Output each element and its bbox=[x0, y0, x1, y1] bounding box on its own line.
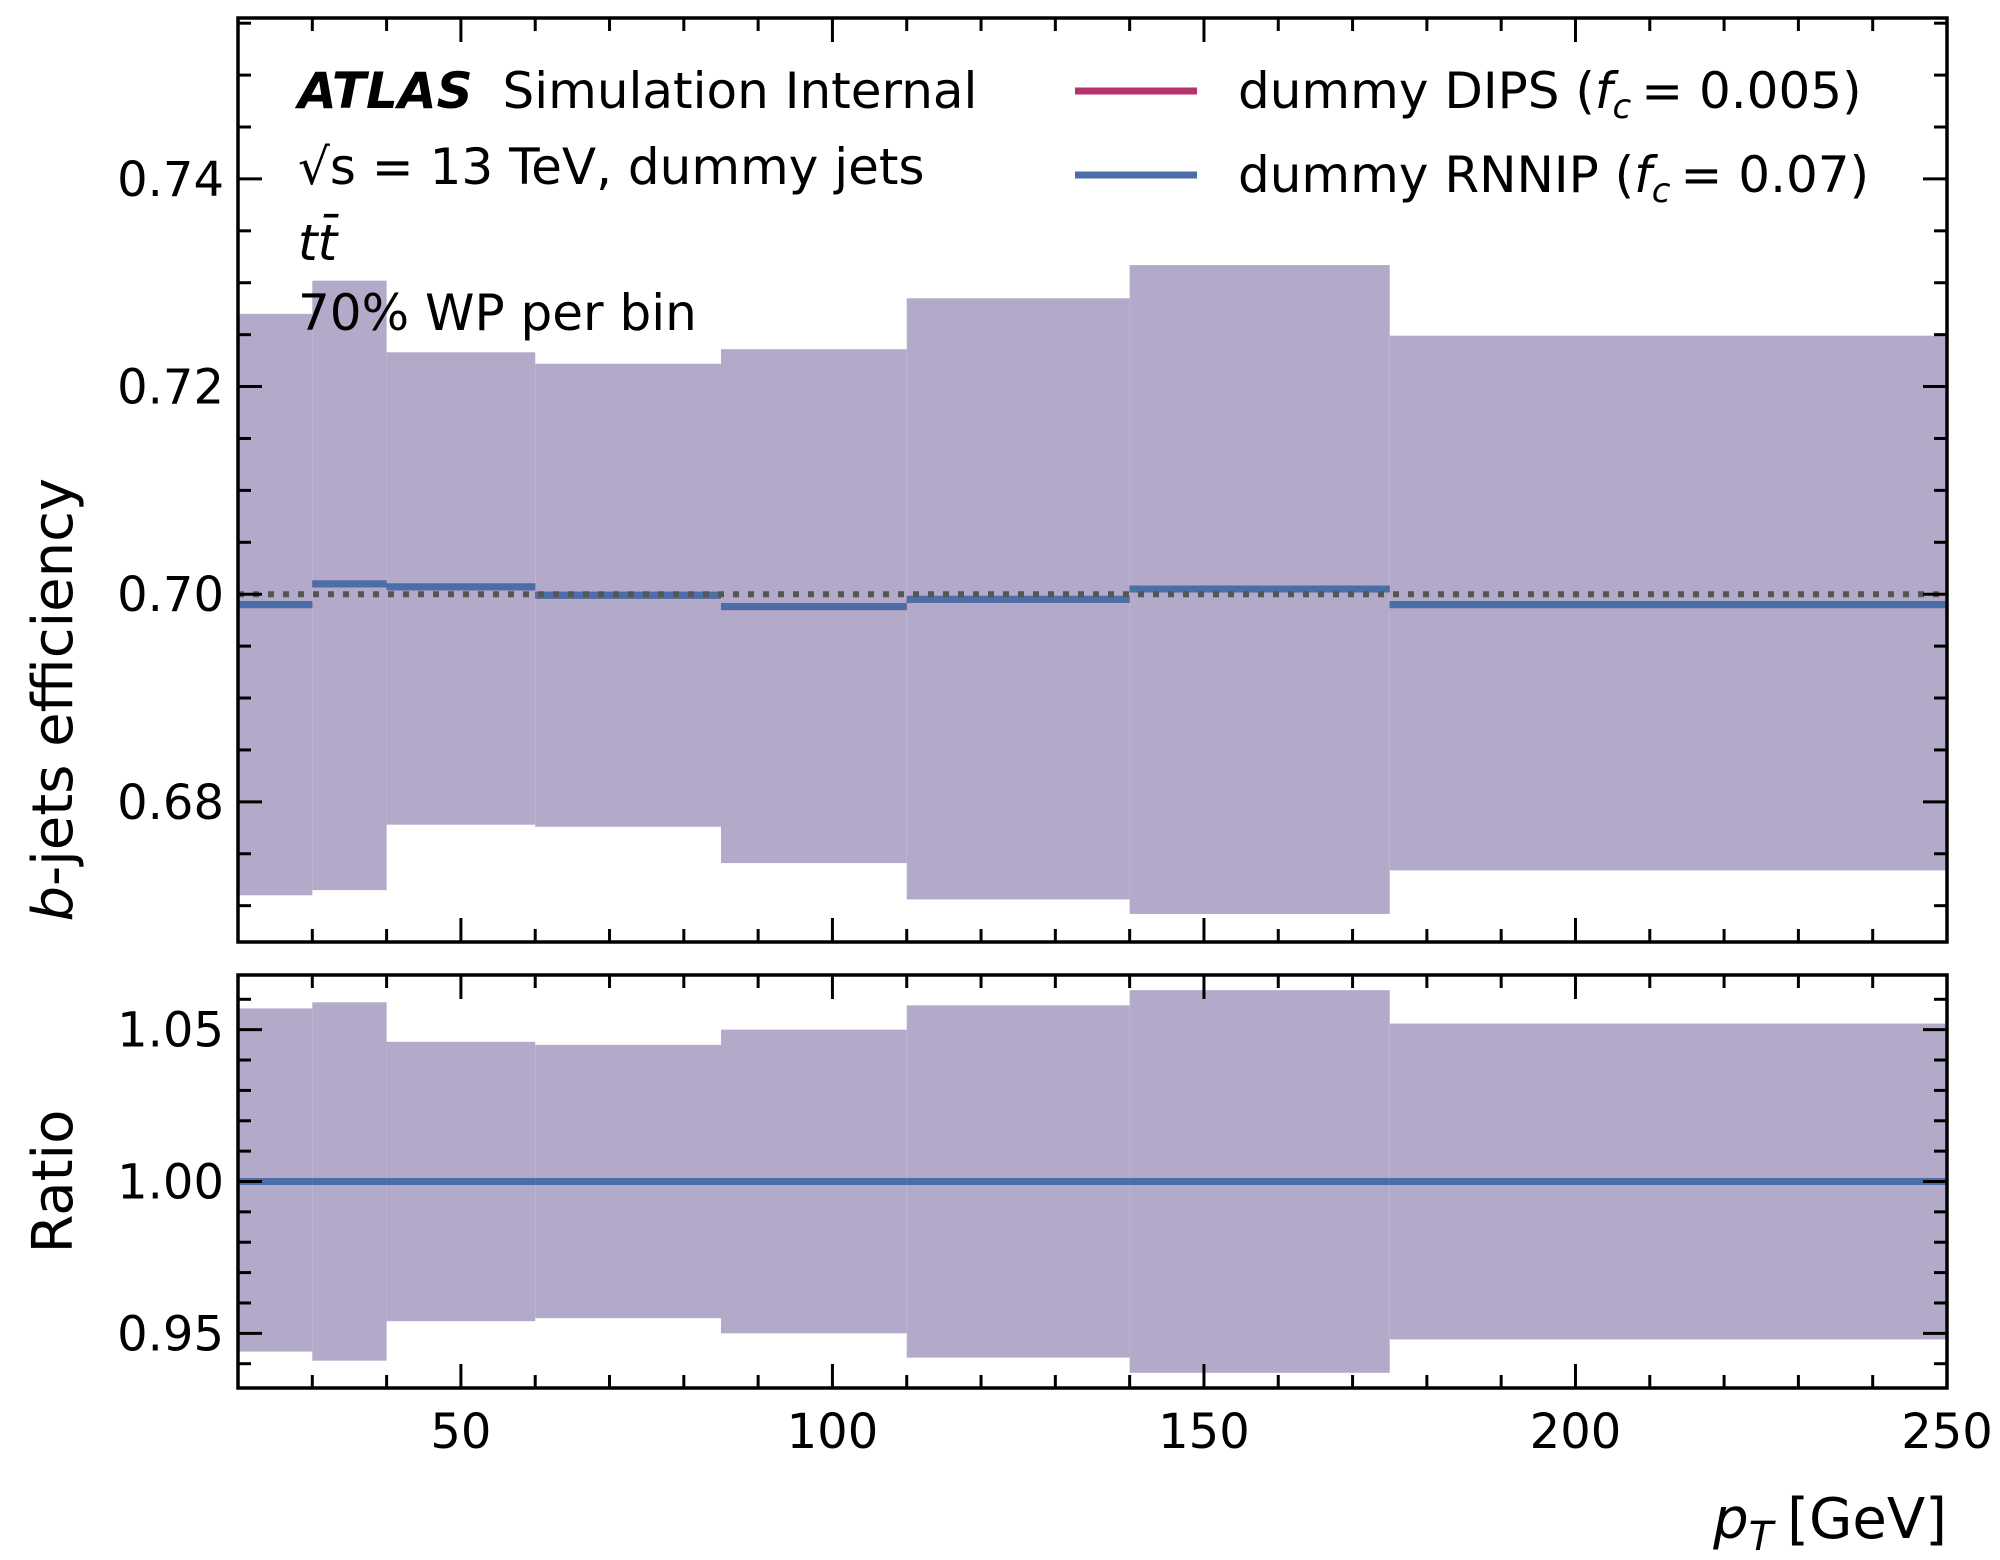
status-label: Simulation Internal bbox=[503, 62, 978, 120]
ratio-frame bbox=[236, 973, 1949, 1390]
x-tick-label: 150 bbox=[1158, 1404, 1250, 1460]
y-tick-label: 1.00 bbox=[117, 1155, 224, 1211]
atlas-label-line: ATLAS Simulation Internal bbox=[294, 62, 977, 120]
y-label-b: b bbox=[21, 886, 86, 922]
process-label: tt̄ bbox=[298, 213, 340, 272]
main-lines bbox=[238, 580, 1947, 611]
x-tick-label: 250 bbox=[1901, 1404, 1993, 1460]
energy-label: √s = 13 TeV, dummy jets bbox=[298, 138, 925, 196]
legend-label-rnnip: dummy RNNIP ( bbox=[1238, 146, 1634, 204]
ratio-ticks: 0.95 1.00 1.05 bbox=[117, 975, 1947, 1388]
x-tick-label: 100 bbox=[787, 1404, 879, 1460]
y-tick-label: 0.68 bbox=[117, 775, 224, 831]
x-label-unit: [GeV] bbox=[1787, 1487, 1947, 1552]
y-tick-label: 0.95 bbox=[117, 1306, 224, 1362]
legend: dummy DIPS (fc = 0.005) dummy RNNIP (fc = … bbox=[1075, 62, 1869, 211]
x-axis-label: pT [GeV] bbox=[1712, 1487, 1947, 1560]
legend-entry-dips: dummy DIPS (fc = 0.005) bbox=[1238, 62, 1862, 127]
x-tick-label: 50 bbox=[430, 1404, 491, 1460]
legend-fc-value-rnnip: = 0.07) bbox=[1680, 146, 1869, 204]
info-block: ATLAS Simulation Internal √s = 13 TeV, d… bbox=[294, 62, 977, 342]
x-label-symbol: p bbox=[1712, 1487, 1749, 1552]
legend-label-dips: dummy DIPS ( bbox=[1238, 62, 1595, 120]
working-point-label: 70% WP per bin bbox=[298, 284, 697, 342]
y-tick-label: 1.05 bbox=[117, 1003, 224, 1059]
y-label-rest: -jets efficiency bbox=[21, 478, 86, 886]
main-ticks: 0.68 0.70 0.72 0.74 bbox=[117, 18, 1947, 942]
legend-fc-value-dips: = 0.005) bbox=[1641, 62, 1861, 120]
main-panel: 0.68 0.70 0.72 0.74 b-jets efficiency ATLAS… bbox=[21, 16, 1949, 944]
x-tick-labels: 50 100 150 200 250 bbox=[430, 1404, 1992, 1460]
y-tick-label: 0.72 bbox=[117, 360, 224, 416]
main-frame bbox=[236, 16, 1949, 944]
ratio-panel: 0.95 1.00 1.05 Ratio 50 100 150 200 250 pT [GeV… bbox=[21, 973, 1993, 1560]
y-tick-label: 0.70 bbox=[117, 567, 224, 623]
x-tick-label: 200 bbox=[1530, 1404, 1622, 1460]
x-label-subscript: T bbox=[1749, 1514, 1777, 1560]
legend-fc-sub-rnnip: c bbox=[1652, 171, 1671, 211]
main-y-axis-label: b-jets efficiency bbox=[21, 478, 86, 922]
legend-fc-sub-dips: c bbox=[1612, 87, 1631, 127]
ratio-y-axis-label: Ratio bbox=[21, 1110, 86, 1254]
y-tick-label: 0.74 bbox=[117, 152, 224, 208]
legend-entry-rnnip: dummy RNNIP (fc = 0.07) bbox=[1238, 146, 1869, 211]
atlas-label: ATLAS bbox=[294, 62, 473, 120]
